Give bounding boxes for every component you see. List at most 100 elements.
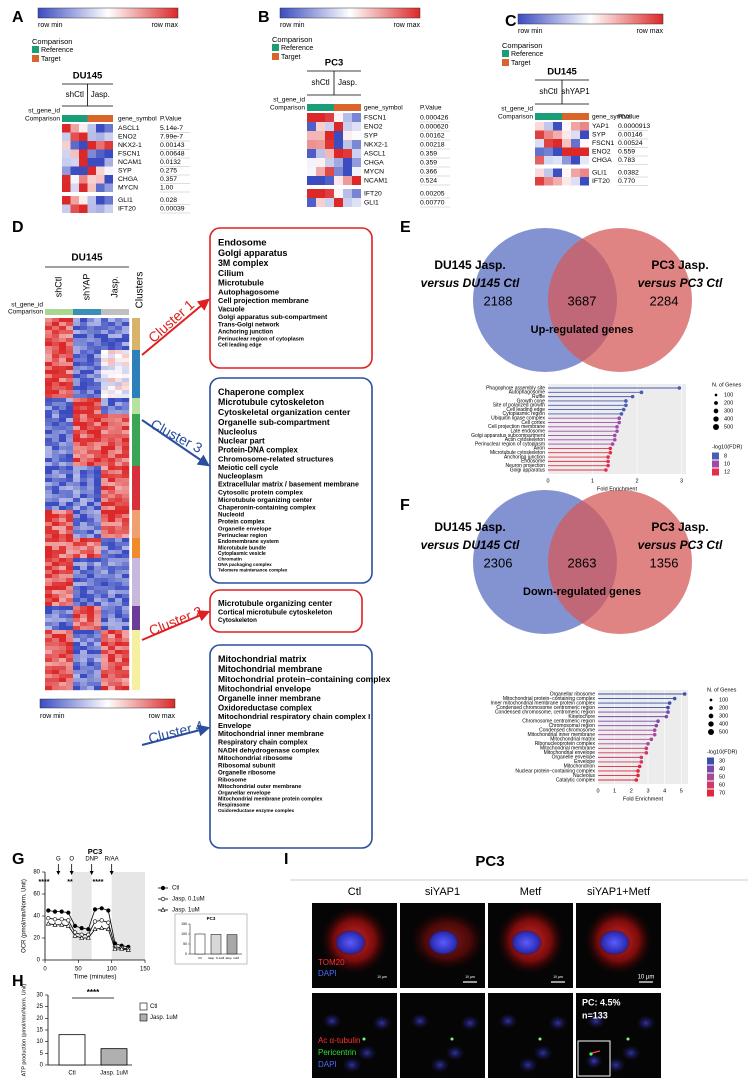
- heatmap-cell: [59, 526, 67, 531]
- heatmap-cell: [45, 530, 53, 535]
- cell-line: DU145: [547, 67, 577, 78]
- heatmap-cell: [115, 366, 123, 371]
- heatmap-cell: [104, 196, 113, 205]
- heatmap-cell: [115, 642, 123, 647]
- heatmap-cell: [122, 330, 130, 335]
- heatmap-cell: [94, 414, 102, 419]
- legend-label: 300: [724, 408, 733, 414]
- plot-area: [598, 690, 688, 784]
- heatmap-cell: [45, 326, 53, 331]
- venn-title: DU145 Jasp.: [434, 258, 505, 272]
- series-marker: [99, 906, 104, 911]
- heatmap-cell: [115, 654, 123, 659]
- y-tick-label: 150: [181, 922, 187, 926]
- comparison-bar: [307, 104, 334, 111]
- heatmap-cell: [101, 586, 109, 591]
- heatmap-cell: [122, 362, 130, 367]
- heatmap-cell: [115, 526, 123, 531]
- heatmap-cell: [80, 674, 88, 679]
- comparison-bar: [101, 309, 129, 315]
- heatmap-cell: [52, 630, 60, 635]
- heatmap-cell: [122, 534, 130, 539]
- heatmap-cell: [108, 558, 116, 563]
- heatmap-cell: [87, 346, 95, 351]
- heatmap-cell: [122, 426, 130, 431]
- heatmap-cell: [52, 402, 60, 407]
- heatmap-cell: [73, 662, 81, 667]
- gene-symbol: IFT20: [118, 206, 136, 213]
- heatmap-cell: [87, 406, 95, 411]
- lollipop-dot: [654, 723, 659, 728]
- group-label: shCtl: [53, 277, 63, 298]
- go-term: Mitochondrial respiratory chain complex …: [218, 712, 370, 721]
- venn-count: 3687: [568, 293, 597, 308]
- go-term: Extracellular matrix / basement membrane: [218, 481, 359, 488]
- heatmap-cell: [73, 654, 81, 659]
- heatmap-cell: [80, 482, 88, 487]
- heatmap-cell: [73, 434, 81, 439]
- heatmap-cell: [52, 354, 60, 359]
- heatmap-cell: [45, 458, 53, 463]
- heatmap-cell: [122, 578, 130, 583]
- heatmap-cell: [62, 166, 71, 175]
- heatmap-cell: [94, 454, 102, 459]
- heatmap-cell: [45, 598, 53, 603]
- term-box: [209, 227, 373, 369]
- heatmap-cell: [580, 139, 589, 148]
- panel-label: F: [400, 497, 410, 514]
- heatmap-cell: [80, 474, 88, 479]
- heatmap-cell: [115, 550, 123, 555]
- heatmap-cell: [122, 434, 130, 439]
- category-label: Nuclear protein−containing complex: [515, 768, 595, 774]
- gene-symbol: MYCN: [118, 185, 138, 192]
- lollipop-dot: [649, 737, 654, 742]
- heatmap-cell: [325, 131, 334, 140]
- heatmap-cell: [59, 494, 67, 499]
- heatmap-cell: [59, 634, 67, 639]
- heatmap-cell: [122, 638, 130, 643]
- heatmap-cell: [73, 658, 81, 663]
- gene-symbol: FSCN1: [364, 114, 387, 121]
- heatmap-cell: [45, 342, 53, 347]
- category-label: Ribonucleoprotein complex: [535, 741, 596, 747]
- heatmap-cell: [115, 342, 123, 347]
- heatmap-cell: [80, 338, 88, 343]
- heatmap-cell: [94, 470, 102, 475]
- category-label: Actin cytoskeleton: [505, 437, 546, 443]
- heatmap-cell: [108, 410, 116, 415]
- heatmap-cell: [52, 466, 60, 471]
- heatmap-cell: [115, 318, 123, 323]
- heatmap-cell: [122, 338, 130, 343]
- heatmap-cell: [122, 514, 130, 519]
- heatmap-cell: [101, 450, 109, 455]
- nucleus: [357, 1045, 377, 1061]
- legend-swatch: [139, 1002, 148, 1011]
- p-value: 0.559: [618, 149, 635, 156]
- centrosome: [589, 1052, 593, 1056]
- stain-label: DAPI: [318, 969, 337, 978]
- heatmap-cell: [52, 330, 60, 335]
- heatmap-cell: [101, 550, 109, 555]
- heatmap-cell: [59, 414, 67, 419]
- comparison-bar: [87, 115, 113, 122]
- heatmap-cell: [79, 158, 88, 167]
- heatmap-cell: [571, 139, 580, 148]
- heatmap-cell: [101, 602, 109, 607]
- heatmap-cell: [122, 658, 130, 663]
- heatmap-cell: [115, 614, 123, 619]
- heatmap-cell: [108, 426, 116, 431]
- x-tick-label: 0: [596, 788, 599, 794]
- heatmap-cell: [101, 474, 109, 479]
- heatmap-cell: [73, 510, 81, 515]
- heatmap-cell: [334, 122, 343, 131]
- heatmap-cell: [343, 122, 352, 131]
- heatmap-cell: [52, 614, 60, 619]
- heatmap-cell: [122, 486, 130, 491]
- lollipop-dot: [619, 412, 624, 416]
- heatmap-cell: [80, 578, 88, 583]
- series-marker: [125, 947, 131, 952]
- p-value: 0.00648: [160, 151, 185, 158]
- legend-label: 30: [719, 758, 725, 764]
- heatmap-cell: [115, 626, 123, 631]
- column-header: gene_symbol: [118, 116, 157, 123]
